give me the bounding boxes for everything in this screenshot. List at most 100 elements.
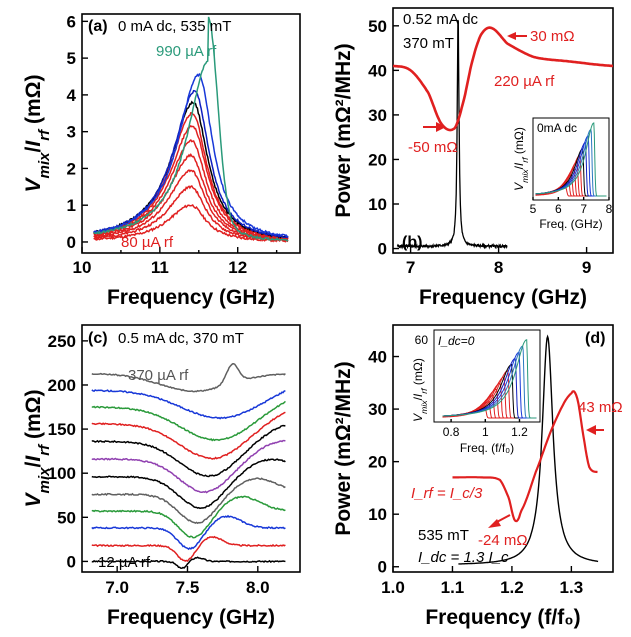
panel-c-annotation: 0.5 mA dc, 370 mT: [118, 330, 244, 347]
panel-c-series-line: [91, 535, 286, 563]
panel-b: 7 8 9 0 10 20 30 40 50 Power (mΩ²/MHz) Frequency (…: [332, 7, 614, 309]
panel-b-label: (b): [402, 234, 422, 251]
panel-c-series-line: [91, 477, 286, 525]
panel-d-inset-ylabel-text: Vmix/Irf (mΩ): [411, 358, 429, 422]
panel-c-xtick-label: 8.0: [246, 578, 270, 597]
panel-c-ylabel: Vmix/Irf (mΩ): [22, 389, 53, 507]
panel-c-xlabel: Frequency (GHz): [107, 606, 275, 629]
panel-d-ytick-label: 30: [368, 400, 387, 419]
panel-c-ylabel-text: Vmix/Irf (mΩ): [22, 389, 53, 507]
panel-c-series-line: [91, 514, 286, 551]
panel-d-annotation-min: -24 mΩ: [478, 532, 528, 549]
panel-c-series-line: [91, 411, 286, 460]
panel-c-series-line: [91, 556, 286, 569]
panel-b-annotation-rf: 220 µA rf: [494, 73, 555, 90]
panel-d-inset-xlabel: Freq. (f/f₀): [460, 441, 514, 455]
panel-a-annotation: 0 mA dc, 535 mT: [118, 18, 231, 35]
panel-d-ytick-label: 20: [368, 453, 387, 472]
panel-b-inset-ylabel: Vmix/Irf (mΩ): [512, 127, 530, 191]
panel-d-inset-xtick-label: 1: [482, 425, 489, 439]
panel-a-ytick-label: 5: [67, 49, 76, 68]
panel-b-inset: 5 6 7 8 Freq. (GHz) Vmix/Irf (mΩ) 0mA dc: [512, 117, 613, 231]
panel-a-ytick-label: 2: [67, 159, 76, 178]
panel-d-xtick-label: 1.2: [500, 578, 524, 597]
panel-d-annotation-rf: I_rf = I_c/3: [411, 485, 483, 502]
panel-d-frame: [392, 324, 614, 573]
panel-d-ytick-label: 40: [368, 348, 387, 367]
panel-c-ytick-label: 100: [48, 464, 76, 483]
panel-b-power-line: [396, 19, 508, 250]
panel-d-inset-annotation: I_dc=0: [438, 334, 475, 348]
panel-b-mixing-line: [392, 26, 613, 132]
panel-d-inset: 0.8 1 1.2 60 Freq. (f/f₀) Vmix/Irf (mΩ) I_dc=0: [411, 329, 541, 455]
panel-d-xtick-label: 1.1: [441, 578, 465, 597]
panel-a-rf-bottom: 80 µA rf: [121, 234, 174, 251]
panel-c-series-line: [91, 439, 286, 494]
panel-b-annotation-max: 30 mΩ: [530, 28, 575, 45]
panel-c-frame: [81, 324, 301, 573]
panel-a-series-line: [93, 16, 289, 242]
panel-b-ytick-label: 20: [368, 150, 387, 169]
panel-c: 7.0 7.5 8.0 0 50 100 150 200 250 Vmix/Irf (mΩ) Fre…: [22, 324, 301, 629]
panel-a-xtick-label: 11: [151, 258, 169, 277]
panel-a-series-line: [93, 124, 289, 240]
panel-b-xtick-label: 7: [406, 258, 415, 277]
panel-b-annotation-min: -50 mΩ: [408, 139, 458, 156]
panel-d-ytick-label: 10: [368, 505, 387, 524]
panel-b-inset-xtick-label: 8: [606, 202, 613, 216]
panel-a-xlabel: Frequency (GHz): [107, 286, 275, 309]
panel-d-label: (d): [585, 330, 605, 347]
panel-d-inset-xtick-label: 0.8: [443, 425, 460, 439]
panel-a-ytick-label: 6: [67, 12, 76, 31]
panel-a-series-line: [93, 89, 289, 239]
panel-b-annotation-field: 370 mT: [403, 35, 454, 52]
panel-d-arrowhead-min: [488, 519, 501, 528]
panel-c-ytick-label: 200: [48, 376, 76, 395]
panel-c-ytick-label: 150: [48, 420, 76, 439]
panel-b-arrowhead-min: [436, 122, 446, 132]
panel-c-series-line: [91, 495, 286, 539]
panel-c-series-line: [91, 424, 286, 478]
panel-a-xtick-label: 12: [228, 258, 247, 277]
panel-d-xtick-label: 1.3: [560, 578, 584, 597]
panel-d-ylabel: Power (mΩ²/MHz): [332, 361, 355, 535]
panel-d-xlabel: Frequency (f/f₀): [425, 606, 580, 629]
panel-b-inset-ylabel-text: Vmix/Irf (mΩ): [512, 127, 530, 191]
panel-b-arrowhead-max: [507, 32, 516, 40]
panel-c-xtick-label: 7.5: [176, 578, 200, 597]
panel-a-series-line: [93, 203, 289, 243]
panel-c-xtick-label: 7.0: [105, 578, 129, 597]
panel-d-power-line: [458, 334, 599, 565]
panel-c-label: (c): [88, 330, 108, 347]
panel-b-ytick-label: 40: [368, 61, 387, 80]
panel-a-ytick-label: 0: [67, 233, 76, 252]
panel-c-series-line: [91, 458, 286, 510]
panel-b-inset-xlabel: Freq. (GHz): [539, 217, 602, 231]
panel-a-ytick-label: 1: [67, 196, 76, 215]
panel-b-inset-xtick-label: 7: [580, 202, 587, 216]
panel-b-inset-xtick-label: 5: [530, 202, 537, 216]
panel-d-ytick-label: 0: [378, 558, 387, 577]
panel-a-ytick-label: 4: [67, 86, 77, 105]
panel-b-ylabel: Power (mΩ²/MHz): [332, 43, 355, 217]
panel-b-inset-series-line: [535, 122, 607, 197]
panel-c-series-line: [91, 389, 286, 420]
panel-b-annotation-dc: 0.52 mA dc: [403, 11, 479, 28]
panel-b-xtick-label: 8: [494, 258, 503, 277]
panel-d-inset-series-line: [442, 339, 537, 419]
panel-b-ytick-label: 30: [368, 106, 387, 125]
panel-c-series-line: [91, 363, 286, 393]
panel-b-xlabel: Frequency (GHz): [419, 286, 587, 309]
panel-a-ytick-label: 3: [67, 123, 76, 142]
panel-c-series-line: [91, 400, 286, 442]
panel-c-ytick-label: 0: [67, 552, 76, 571]
panel-d-arrowhead-max: [586, 425, 596, 435]
panel-d-annotation-field: 535 mT: [418, 527, 469, 544]
panel-a-frame: [81, 13, 301, 254]
panel-b-inset-frame: [532, 117, 610, 201]
panel-c-rf-top: 370 µA rf: [128, 367, 189, 384]
panel-b-ytick-label: 0: [378, 240, 387, 259]
panel-d-inset-ytick-top: 60: [415, 333, 429, 347]
